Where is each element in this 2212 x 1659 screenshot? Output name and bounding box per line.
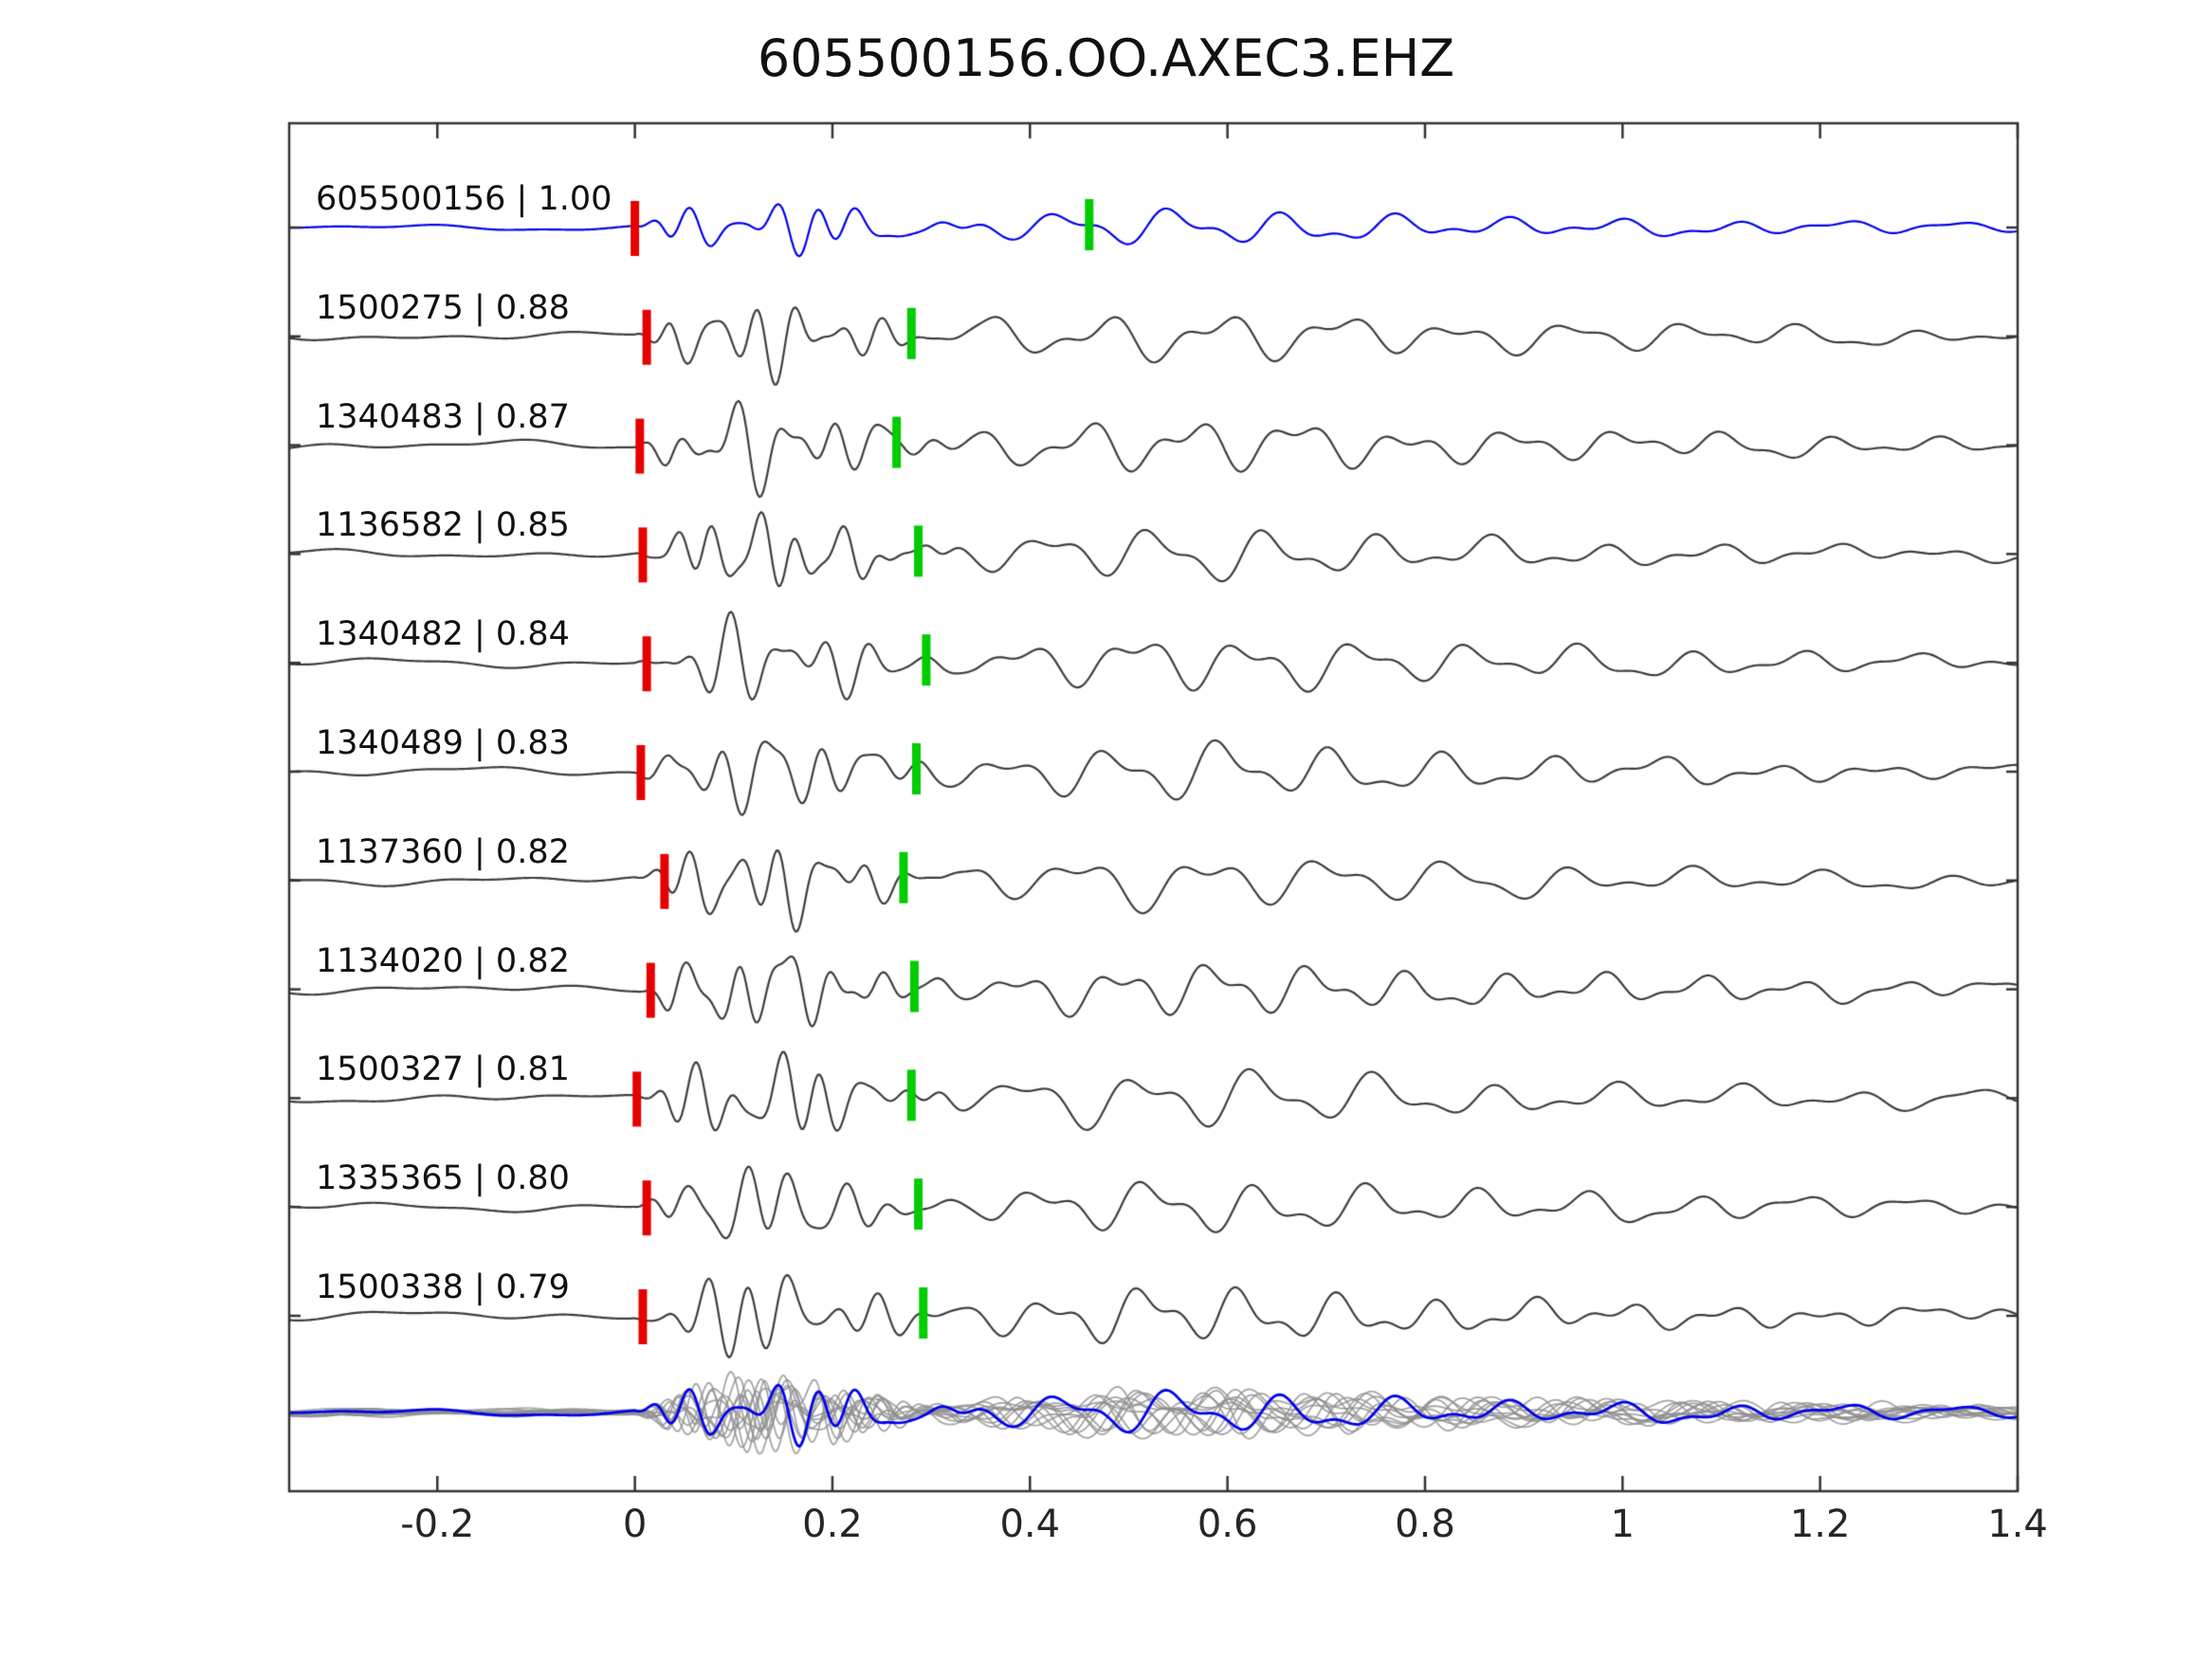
trace-label: 1500338 | 0.79 bbox=[316, 1268, 570, 1306]
trace-label: 1335365 | 0.80 bbox=[316, 1159, 570, 1198]
x-tick-label: -0.2 bbox=[400, 1503, 475, 1546]
x-tick-label: 0 bbox=[622, 1503, 648, 1546]
x-tick-label: 1.4 bbox=[1987, 1503, 2048, 1546]
x-tick-label: 1.2 bbox=[1789, 1503, 1851, 1546]
trace-label: 1340489 | 0.83 bbox=[316, 724, 570, 762]
trace-label: 605500156 | 1.00 bbox=[316, 180, 612, 218]
trace-label: 1340483 | 0.87 bbox=[316, 397, 570, 436]
trace-label: 1134020 | 0.82 bbox=[316, 941, 570, 980]
x-tick-label: 0.8 bbox=[1395, 1503, 1455, 1546]
x-tick-label: 0.4 bbox=[999, 1503, 1061, 1546]
x-tick-label: 1 bbox=[1610, 1503, 1636, 1546]
x-tick-label: 0.6 bbox=[1197, 1503, 1258, 1546]
trace-label: 1137360 | 0.82 bbox=[316, 832, 570, 871]
x-tick-label: 0.2 bbox=[802, 1503, 863, 1546]
trace-label: 1500327 | 0.81 bbox=[316, 1050, 570, 1089]
trace-label: 1500275 | 0.88 bbox=[316, 288, 570, 327]
trace-label: 1136582 | 0.85 bbox=[316, 506, 570, 545]
trace-label: 1340482 | 0.84 bbox=[316, 615, 570, 654]
